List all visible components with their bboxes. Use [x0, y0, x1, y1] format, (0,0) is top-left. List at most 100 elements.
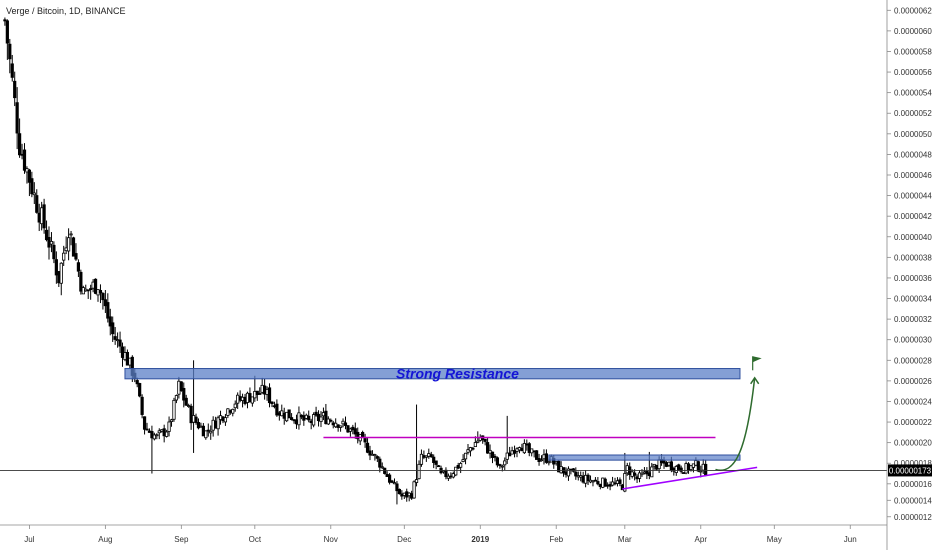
candle: [358, 433, 362, 446]
candle-body: [236, 394, 240, 404]
candle: [525, 439, 529, 451]
candle-body: [701, 463, 705, 471]
candle: [655, 464, 659, 471]
x-tick-label: 2019: [471, 535, 489, 544]
candle: [704, 459, 708, 477]
candle: [118, 331, 122, 353]
candle-body: [461, 459, 465, 462]
candle-body: [275, 403, 279, 416]
candle: [554, 461, 558, 466]
candle-body: [424, 455, 428, 458]
candle: [67, 228, 71, 261]
candle-body: [535, 450, 539, 460]
candle-body: [113, 336, 117, 340]
candle: [62, 245, 66, 266]
candle-body: [270, 401, 274, 405]
candle: [123, 346, 127, 362]
projection-arrowhead: [750, 376, 760, 385]
candle: [331, 420, 335, 429]
candle-body: [260, 384, 264, 393]
candle: [294, 414, 299, 429]
candle-body: [255, 390, 259, 395]
candle-body: [488, 449, 492, 454]
candle-body: [287, 409, 291, 419]
candle: [444, 467, 448, 480]
candle-body: [302, 415, 306, 421]
candle: [89, 284, 93, 300]
candle-body: [101, 293, 105, 301]
candle: [407, 492, 411, 502]
candle: [277, 410, 281, 421]
candle-body: [201, 425, 205, 437]
candle-body: [338, 425, 343, 428]
x-tick-label: Feb: [549, 535, 563, 544]
candle: [598, 483, 602, 490]
candle: [30, 171, 34, 198]
candle-body: [233, 403, 237, 409]
candle-body: [402, 492, 406, 496]
candle-body: [588, 479, 593, 483]
candle: [116, 332, 120, 348]
candle: [71, 236, 76, 257]
candle: [459, 461, 463, 474]
candle: [628, 462, 632, 480]
candle: [49, 232, 54, 253]
candle: [162, 424, 166, 443]
candle-body: [145, 428, 149, 431]
candle-body: [378, 458, 382, 468]
candle-body: [157, 430, 161, 434]
candle-body: [498, 464, 502, 466]
candle: [142, 416, 147, 435]
candle-body: [674, 466, 678, 473]
candle-body: [172, 399, 176, 420]
candle: [10, 54, 14, 82]
candle: [150, 425, 154, 474]
candle-body: [522, 443, 526, 454]
candle: [15, 87, 19, 150]
candle-body: [640, 472, 644, 476]
candle: [248, 387, 252, 403]
candle: [307, 410, 311, 423]
candle-body: [471, 447, 475, 450]
candle-body: [128, 357, 132, 366]
candle-body: [321, 412, 326, 417]
candle: [179, 381, 183, 392]
candle-body: [704, 463, 708, 476]
candle-body: [111, 322, 115, 335]
candle-body: [512, 450, 517, 454]
candle-body: [684, 463, 688, 474]
candle-body: [380, 466, 384, 469]
candle: [515, 447, 519, 458]
candle-body: [468, 447, 473, 452]
candle: [486, 438, 490, 454]
candle-body: [596, 481, 600, 485]
candle-body: [623, 473, 627, 492]
candle: [625, 462, 629, 476]
candle-body: [383, 467, 387, 474]
candle: [221, 416, 225, 424]
candle-body: [108, 316, 112, 327]
chart-title: Verge / Bitcoin, 1D, BINANCE: [6, 6, 126, 16]
candle: [338, 425, 343, 432]
candle: [233, 400, 237, 412]
candle: [498, 463, 502, 469]
candle-body: [64, 247, 68, 252]
candle: [677, 463, 681, 472]
candle-body: [282, 412, 286, 419]
candle-body: [444, 469, 448, 478]
candle: [255, 390, 259, 401]
candle-body: [689, 465, 693, 470]
candle-body: [537, 458, 541, 462]
candle: [637, 470, 642, 483]
candle: [324, 403, 328, 425]
candle: [292, 419, 296, 424]
candle-body: [116, 339, 120, 342]
